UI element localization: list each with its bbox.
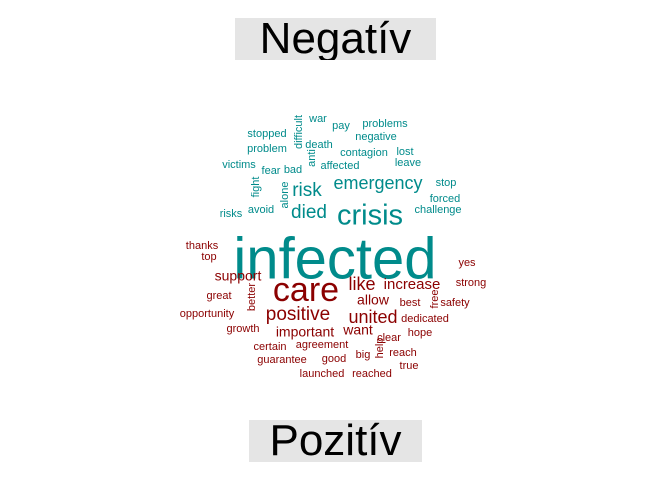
word-bad: bad [284,164,302,176]
word-certain: certain [253,341,286,353]
word-united: united [348,307,397,327]
word-risks: risks [220,208,243,220]
word-leave: leave [395,157,421,169]
word-hope: hope [408,327,432,339]
word-growth: growth [226,323,259,335]
word-avoid: avoid [248,204,274,216]
word-guarantee: guarantee [257,354,307,366]
word-free: free [429,290,441,309]
word-stop: stop [436,177,457,189]
word-affected: affected [321,160,360,172]
word-good: good [322,353,346,365]
word-fear: fear [262,165,281,177]
word-reach: reach [389,347,417,359]
word-difficult: difficult [293,115,305,149]
positive-group-title: Pozitív [249,420,422,462]
word-thanks: thanks [186,240,219,252]
word-risk: risk [292,180,322,201]
word-dedicated: dedicated [401,313,449,325]
word-true: true [400,360,419,372]
word-safety: safety [440,297,470,309]
word-important: important [276,324,334,340]
word-anti: anti [306,149,318,167]
word-lost: lost [396,146,413,158]
word-best: best [400,297,421,309]
word-forced: forced [430,193,461,205]
word-emergency: emergency [333,173,422,193]
word-opportunity: opportunity [180,308,235,320]
word-positive: positive [266,304,330,325]
word-crisis: crisis [337,200,403,232]
word-victims: victims [222,159,256,171]
word-challenge: challenge [414,204,461,216]
word-war: war [308,113,327,125]
word-care: care [273,271,339,309]
word-yes: yes [458,257,476,269]
word-died: died [291,202,327,223]
word-increase: increase [384,276,441,293]
word-agreement: agreement [296,339,349,351]
word-problem: problem [247,143,287,155]
word-better: better [246,283,258,311]
word-contagion: contagion [340,147,388,159]
word-problems: problems [362,118,408,130]
word-like: like [348,274,375,294]
word-big: big [356,349,371,361]
word-pay: pay [332,120,350,132]
word-reached: reached [352,368,392,380]
word-clear: clear [377,332,401,344]
word-alone: alone [279,182,291,209]
word-infected: infected [233,226,436,291]
word-top: top [201,251,216,263]
word-launched: launched [300,368,345,380]
word-help: help [374,338,386,359]
word-want: want [342,322,373,338]
word-stopped: stopped [247,128,286,140]
negative-group-title: Negatív [235,18,436,60]
word-negative: negative [355,131,397,143]
word-death: death [305,139,333,151]
word-great: great [206,290,231,302]
word-allow: allow [357,292,390,308]
word-fight: fight [250,177,262,198]
word-support: support [215,268,262,284]
word-strong: strong [456,277,487,289]
